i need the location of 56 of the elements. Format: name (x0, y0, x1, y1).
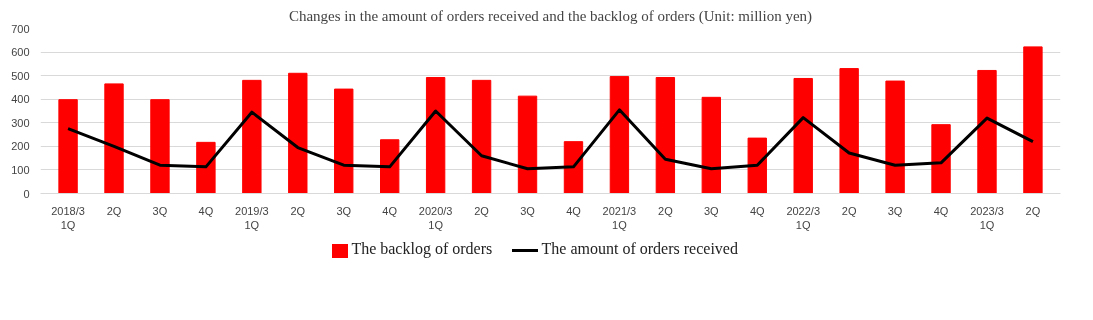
y-tick-label: 500 (11, 69, 30, 82)
line-series (66, 108, 1035, 171)
x-tick-label: 3Q (336, 204, 352, 217)
bar (104, 83, 124, 194)
legend-label: The backlog of orders (351, 240, 493, 257)
x-tick-label: 3Q (703, 204, 720, 217)
x-tick-label: 2Q (474, 204, 490, 217)
bar (58, 99, 78, 194)
bar (150, 99, 170, 194)
x-tick-label: 4Q (749, 204, 766, 217)
x-tick-label: 2018/3 1Q (51, 204, 85, 231)
y-tick-label: 600 (11, 46, 30, 59)
bar (471, 79, 492, 194)
x-tick-label: 3Q (887, 204, 903, 217)
x-tick-label: 4Q (933, 204, 949, 217)
bar (288, 72, 308, 194)
x-tick-label: 2019/3 1Q (235, 204, 269, 231)
y-tick-label: 200 (11, 140, 30, 153)
bar (196, 141, 216, 194)
bar (793, 77, 813, 194)
bar (425, 77, 446, 194)
bar (334, 88, 354, 194)
chart-title: Changes in the amount of orders received and the backlog of orders (Unit: million yen) (288, 7, 813, 25)
y-tick-label: 100 (11, 163, 30, 176)
y-tick-label: 400 (11, 93, 30, 106)
bar (747, 137, 767, 194)
bar (609, 76, 630, 194)
bar (380, 139, 400, 194)
y-tick-label: 300 (11, 116, 30, 129)
bar (242, 79, 262, 194)
x-tick-label: 4Q (566, 204, 582, 217)
x-tick-label: 2021/3 1Q (602, 204, 637, 231)
x-tick-label: 3Q (520, 204, 536, 217)
y-tick-label: 700 (11, 22, 30, 35)
bar (977, 69, 997, 194)
y-tick-label: 0 (23, 187, 30, 200)
x-tick-label: 2Q (106, 204, 122, 217)
x-tick-label: 4Q (382, 204, 398, 217)
x-tick-label: 2Q (1025, 204, 1041, 217)
bar (655, 77, 676, 194)
bar (517, 95, 538, 194)
x-tick-label: 2Q (841, 204, 857, 217)
x-tick-label: 4Q (198, 204, 214, 217)
legend-label: The amount of orders received (541, 240, 738, 257)
bar (701, 96, 721, 194)
x-tick-label: 3Q (152, 204, 168, 217)
x-tick-label: 2023/3 1Q (970, 204, 1004, 231)
bar (885, 80, 905, 194)
bar (563, 141, 584, 194)
bar (1023, 46, 1043, 194)
x-tick-label: 2Q (290, 204, 306, 217)
x-tick-label: 2Q (658, 204, 674, 217)
x-tick-label: 2022/3 1Q (786, 204, 821, 231)
bar (839, 68, 859, 194)
x-tick-label: 2020/3 1Q (418, 204, 453, 231)
bar (931, 124, 951, 194)
